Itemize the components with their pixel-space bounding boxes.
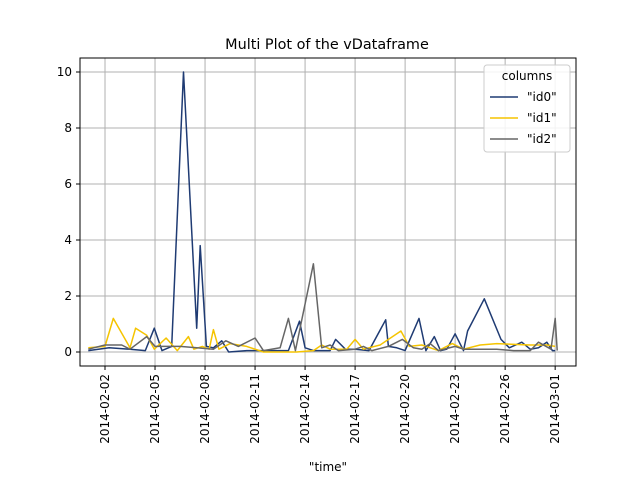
- x-tick-label: 2014-03-01: [548, 374, 562, 444]
- legend-label-id2: "id2": [527, 132, 557, 146]
- y-tick-label: 4: [64, 233, 72, 247]
- x-tick-label: 2014-02-05: [148, 374, 162, 444]
- x-tick-label: 2014-02-23: [448, 374, 462, 444]
- x-axis-title: "time": [309, 460, 347, 474]
- y-tick-label: 2: [64, 289, 72, 303]
- y-tick-label: 10: [57, 65, 72, 79]
- x-axis: 2014-02-02 2014-02-05 2014-02-08 2014-02-11…: [98, 366, 562, 444]
- legend-label-id1: "id1": [527, 111, 557, 125]
- x-tick-label: 2014-02-08: [198, 374, 212, 444]
- legend-label-id0: "id0": [527, 90, 557, 104]
- y-tick-label: 8: [64, 121, 72, 135]
- x-tick-label: 2014-02-26: [498, 374, 512, 444]
- legend-items: "id0" "id1" "id2": [490, 90, 557, 146]
- y-tick-label: 0: [64, 345, 72, 359]
- grid: [80, 58, 576, 366]
- x-tick-label: 2014-02-20: [398, 374, 412, 444]
- plot-area-frame: [79, 57, 577, 367]
- x-tick-label: 2014-02-11: [248, 374, 262, 444]
- x-tick-label: 2014-02-17: [348, 374, 362, 444]
- y-tick-label: 6: [64, 177, 72, 191]
- y-axis: 0 2 4 6 8 10: [57, 65, 80, 359]
- legend: columns "id0" "id1" "id2": [483, 64, 571, 153]
- series-line-id2: [88, 263, 558, 352]
- series-lines: [88, 71, 558, 353]
- x-tick-label: 2014-02-02: [98, 374, 112, 444]
- legend-title: columns: [502, 69, 552, 83]
- legend-box: [483, 64, 571, 153]
- chart-title: Multi Plot of the vDataframe: [225, 37, 429, 53]
- x-tick-label: 2014-02-14: [298, 374, 312, 444]
- series-line-id1: [88, 317, 556, 353]
